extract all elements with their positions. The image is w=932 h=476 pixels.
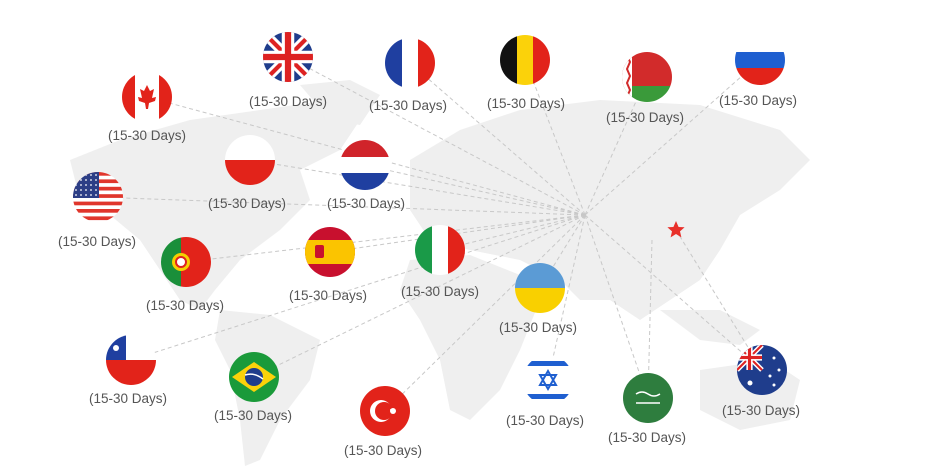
route-line [584, 214, 649, 399]
delivery-time-label: (15-30 Days) [146, 298, 224, 313]
ukraine-flag-icon [515, 263, 565, 313]
france-flag-icon [385, 38, 435, 88]
route-line [584, 214, 763, 371]
usa-flag-icon [73, 172, 123, 222]
delivery-time-label: (15-30 Days) [606, 110, 684, 125]
delivery-time-label: (15-30 Days) [289, 288, 367, 303]
route-line [675, 229, 763, 371]
delivery-time-label: (15-30 Days) [369, 98, 447, 113]
greenland-shape [300, 80, 380, 125]
route-line [584, 76, 648, 216]
southeast-asia-shape [660, 310, 760, 345]
delivery-time-label: (15-30 Days) [327, 196, 405, 211]
delivery-time-label: (15-30 Days) [499, 320, 577, 335]
brazil-flag-icon [229, 352, 279, 402]
route-line [364, 164, 586, 216]
delivery-time-label: (15-30 Days) [249, 94, 327, 109]
russia-flag-icon [735, 35, 785, 85]
delivery-time-label: (15-30 Days) [401, 284, 479, 299]
route-line [287, 56, 586, 216]
africa-shape [400, 255, 540, 420]
route-line [249, 159, 586, 216]
route-line [647, 239, 653, 399]
delivery-time-label: (15-30 Days) [208, 196, 286, 211]
belarus-flag-icon [622, 52, 672, 102]
poland-flag-icon [225, 135, 275, 185]
delivery-time-label: (15-30 Days) [108, 128, 186, 143]
spain-flag-icon [305, 227, 355, 277]
turkey-flag-icon [360, 386, 410, 436]
belgium-flag-icon [500, 35, 550, 85]
europe-asia-shape [410, 100, 810, 320]
saudi-arabia-flag-icon [623, 373, 673, 423]
china-origin-star-icon [667, 221, 685, 238]
route-line [409, 62, 586, 216]
canada-flag-icon [122, 72, 172, 122]
uk-flag-icon [263, 32, 313, 82]
israel-flag-icon [523, 355, 573, 405]
italy-flag-icon [415, 225, 465, 275]
chile-flag-icon [106, 335, 156, 385]
route-line [97, 196, 586, 216]
route-line [130, 214, 586, 361]
delivery-time-label: (15-30 Days) [722, 403, 800, 418]
portugal-flag-icon [161, 237, 211, 287]
delivery-time-label: (15-30 Days) [487, 96, 565, 111]
route-line [439, 214, 586, 251]
delivery-time-label: (15-30 Days) [58, 234, 136, 249]
delivery-time-label: (15-30 Days) [608, 430, 686, 445]
route-line [547, 214, 586, 381]
delivery-time-label: (15-30 Days) [89, 391, 167, 406]
australia-flag-icon [737, 345, 787, 395]
route-line [253, 214, 586, 378]
delivery-time-label: (15-30 Days) [719, 93, 797, 108]
delivery-time-label: (15-30 Days) [344, 443, 422, 458]
netherlands-flag-icon [340, 140, 390, 190]
route-line [185, 214, 586, 263]
north-america-shape [70, 100, 360, 310]
route-line [384, 214, 586, 412]
delivery-time-label: (15-30 Days) [214, 408, 292, 423]
route-line [584, 59, 761, 216]
delivery-time-label: (15-30 Days) [506, 413, 584, 428]
